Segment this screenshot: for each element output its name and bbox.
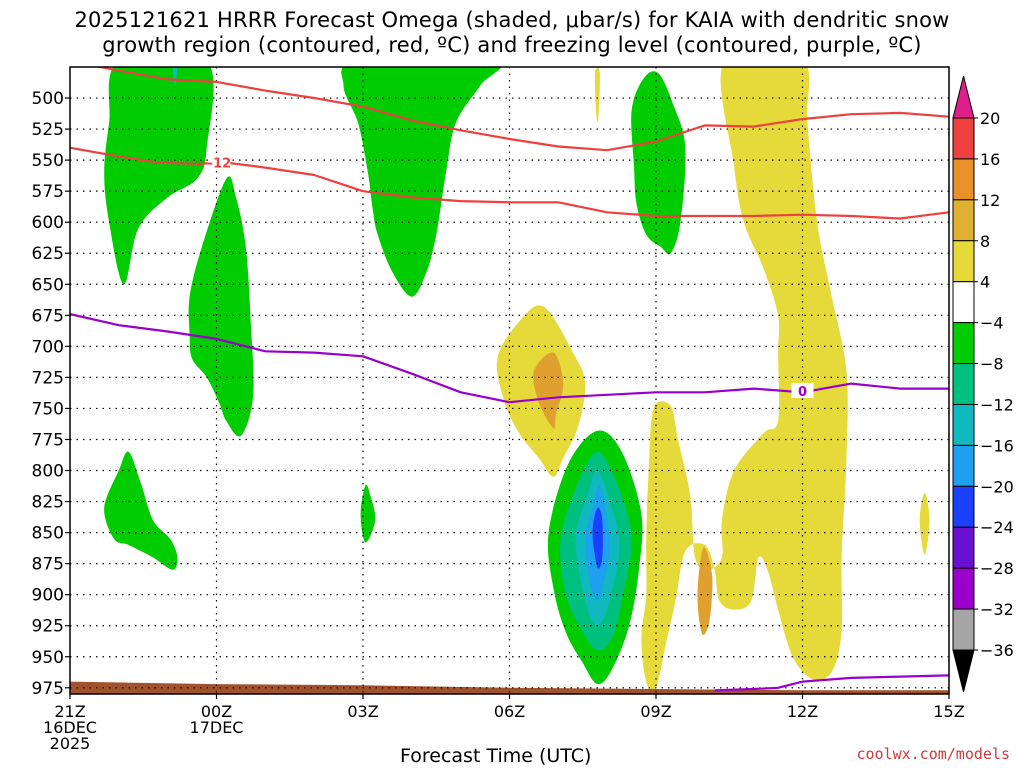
colorbar-label-13: −36 — [980, 641, 1014, 660]
colorbar-bin-1 — [952, 158, 975, 201]
colorbar-label-3: 8 — [980, 232, 990, 251]
x-tick-label-1-1: 17DEC — [190, 718, 244, 737]
y-tick-label-600: 600 — [32, 213, 64, 233]
colorbar-label-7: −12 — [980, 395, 1014, 414]
y-tick-label-725: 725 — [32, 368, 64, 388]
omega-region-15 — [641, 67, 848, 691]
freezing-level-contour-1 — [714, 674, 949, 692]
omega-region-11 — [172, 67, 178, 86]
y-tick-label-875: 875 — [32, 555, 64, 575]
x-tick-label-0-1: 16DEC — [43, 718, 97, 737]
omega-region-4 — [104, 451, 178, 570]
y-tick-label-900: 900 — [32, 586, 64, 606]
x-tick-label-2-0: 03Z — [347, 702, 378, 721]
y-tick-label-550: 550 — [32, 151, 64, 171]
dgz-contour-1 — [95, 67, 949, 152]
y-tick-label-625: 625 — [32, 244, 64, 264]
omega-region-5 — [360, 484, 376, 543]
colorbar-bin-3 — [952, 240, 975, 283]
colorbar-bin-10 — [952, 526, 975, 569]
site-credit: coolwx.com/models — [856, 745, 1010, 763]
colorbar-label-11: −28 — [980, 559, 1014, 578]
freezing-level-contour-label-bg-0 — [791, 383, 814, 399]
omega-region-0 — [104, 67, 214, 285]
y-tick-label-800: 800 — [32, 462, 64, 482]
x-tick-label-0-2: 2025 — [50, 734, 91, 753]
colorbar-bin-4 — [952, 281, 975, 324]
x-axis-title: Forecast Time (UTC) — [400, 745, 592, 767]
omega-region-14 — [533, 352, 564, 429]
y-tick-label-925: 925 — [32, 617, 64, 637]
y-tick-label-650: 650 — [32, 275, 64, 295]
omega-region-2 — [341, 67, 502, 297]
y-tick-label-950: 950 — [32, 648, 64, 668]
y-tick-label-975: 975 — [32, 679, 64, 699]
colorbar-top-arrow — [952, 75, 975, 119]
chart-title-line-2: growth region (contoured, red, ºC) and f… — [102, 33, 922, 57]
y-tick-label-825: 825 — [32, 493, 64, 513]
colorbar-label-9: −20 — [980, 477, 1014, 496]
colorbar-bin-6 — [952, 363, 975, 405]
y-tick-label-750: 750 — [32, 399, 64, 419]
y-tick-label-575: 575 — [32, 182, 64, 202]
colorbar-label-1: 16 — [980, 150, 1000, 169]
omega-region-3 — [631, 71, 686, 255]
y-tick-label-675: 675 — [32, 306, 64, 326]
chart-title-line-1: 2025121621 HRRR Forecast Omega (shaded, … — [74, 8, 950, 32]
colorbar-bin-12 — [952, 608, 975, 651]
freezing-level-contour-label-0: 0 — [798, 385, 807, 400]
y-tick-label-700: 700 — [32, 337, 64, 357]
omega-region-1 — [188, 176, 254, 437]
colorbar-label-5: −4 — [980, 314, 1004, 333]
colorbar-bin-0 — [952, 117, 975, 160]
x-tick-label-6-0: 15Z — [933, 702, 964, 721]
y-tick-label-850: 850 — [32, 524, 64, 544]
colorbar-bin-11 — [952, 567, 975, 610]
x-tick-label-0-0: 21Z — [54, 702, 85, 721]
colorbar-bin-5 — [952, 322, 975, 365]
y-tick-label-525: 525 — [32, 120, 64, 140]
x-tick-label-1-0: 00Z — [201, 702, 232, 721]
colorbar-label-10: −24 — [980, 518, 1014, 537]
dgz-contour-label-bg-0 — [208, 154, 231, 170]
colorbar-label-6: −8 — [980, 355, 1004, 374]
colorbar-label-8: −16 — [980, 436, 1014, 455]
y-tick-label-500: 500 — [32, 89, 64, 109]
colorbar-bottom-arrow — [952, 649, 975, 693]
omega-region-16 — [697, 547, 713, 636]
x-tick-label-5-0: 12Z — [787, 702, 818, 721]
x-tick-label-4-0: 09Z — [640, 702, 671, 721]
colorbar-bin-7 — [952, 403, 975, 446]
colorbar-label-0: 20 — [980, 109, 1000, 128]
x-tick-label-3-0: 06Z — [494, 702, 525, 721]
colorbar-label-4: 4 — [980, 273, 990, 292]
omega-region-17 — [919, 492, 930, 555]
colorbar-bin-9 — [952, 485, 975, 528]
dgz-contour-0 — [70, 146, 949, 220]
colorbar-label-12: −32 — [980, 600, 1014, 619]
colorbar-bin-2 — [952, 199, 975, 242]
colorbar-label-2: 12 — [980, 191, 1000, 210]
omega-region-12 — [594, 67, 600, 123]
dgz-contour-label-0: -12 — [208, 157, 232, 172]
omega-region-10 — [592, 507, 603, 569]
colorbar-bin-8 — [952, 444, 975, 487]
y-tick-label-775: 775 — [32, 430, 64, 450]
